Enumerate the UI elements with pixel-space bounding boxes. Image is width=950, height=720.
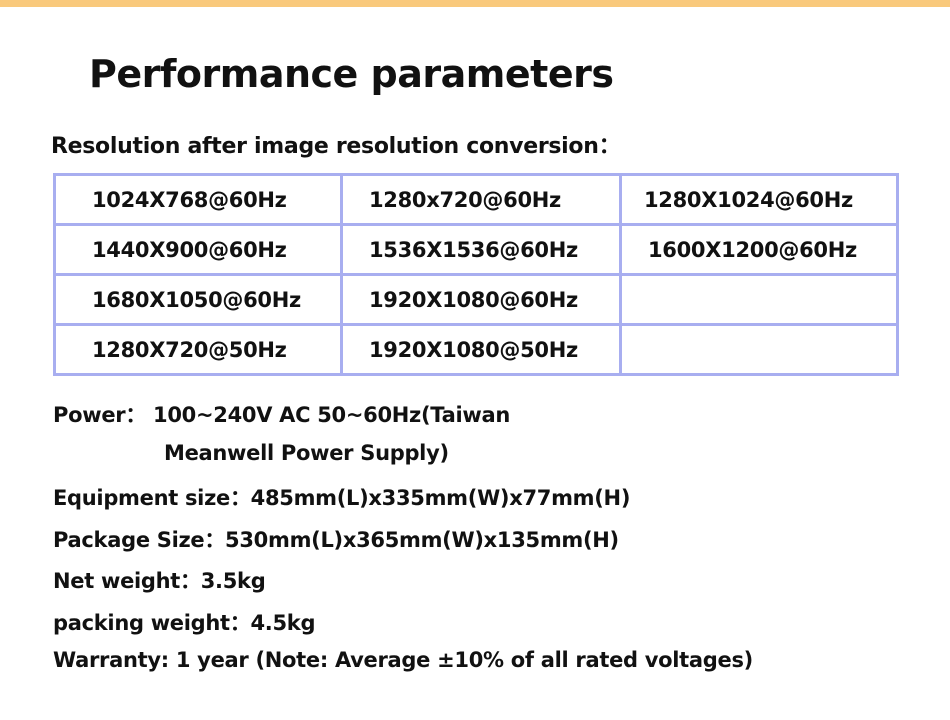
table-row: 1024X768@60Hz 1280x720@60Hz 1280X1024@60…: [53, 173, 899, 226]
table-cell: 1440X900@60Hz: [53, 223, 343, 276]
table-row: 1440X900@60Hz 1536X1536@60Hz 1600X1200@6…: [53, 223, 899, 276]
table-cell: 1680X1050@60Hz: [53, 273, 343, 326]
table-row: 1280X720@50Hz 1920X1080@50Hz: [53, 323, 899, 376]
table-cell: 1920X1080@50Hz: [340, 323, 622, 376]
table-cell: 1280X720@50Hz: [53, 323, 343, 376]
power-spec-continued: Meanwell Power Supply): [164, 441, 449, 465]
package-size-spec: Package Size：530mm(L)x365mm(W)x135mm(H): [53, 528, 619, 552]
equipment-size-spec: Equipment size：485mm(L)x335mm(W)x77mm(H): [53, 486, 631, 510]
top-accent-bar: [0, 0, 950, 7]
page-title: Performance parameters: [89, 52, 614, 96]
table-cell: 1024X768@60Hz: [53, 173, 343, 226]
packing-weight-spec: packing weight：4.5kg: [53, 611, 316, 635]
warranty-spec: Warranty: 1 year (Note: Average ±10% of …: [53, 648, 753, 672]
table-cell: 1280X1024@60Hz: [619, 173, 899, 226]
table-cell: 1280x720@60Hz: [340, 173, 622, 226]
table-cell: 1920X1080@60Hz: [340, 273, 622, 326]
table-cell: 1536X1536@60Hz: [340, 223, 622, 276]
table-cell: 1600X1200@60Hz: [619, 223, 899, 276]
power-spec: Power： 100~240V AC 50~60Hz(Taiwan: [53, 403, 510, 427]
net-weight-spec: Net weight：3.5kg: [53, 569, 266, 593]
table-cell: [619, 273, 899, 326]
table-cell: [619, 323, 899, 376]
resolution-subtitle: Resolution after image resolution conver…: [51, 134, 621, 159]
resolution-table: 1024X768@60Hz 1280x720@60Hz 1280X1024@60…: [53, 173, 899, 376]
table-row: 1680X1050@60Hz 1920X1080@60Hz: [53, 273, 899, 326]
